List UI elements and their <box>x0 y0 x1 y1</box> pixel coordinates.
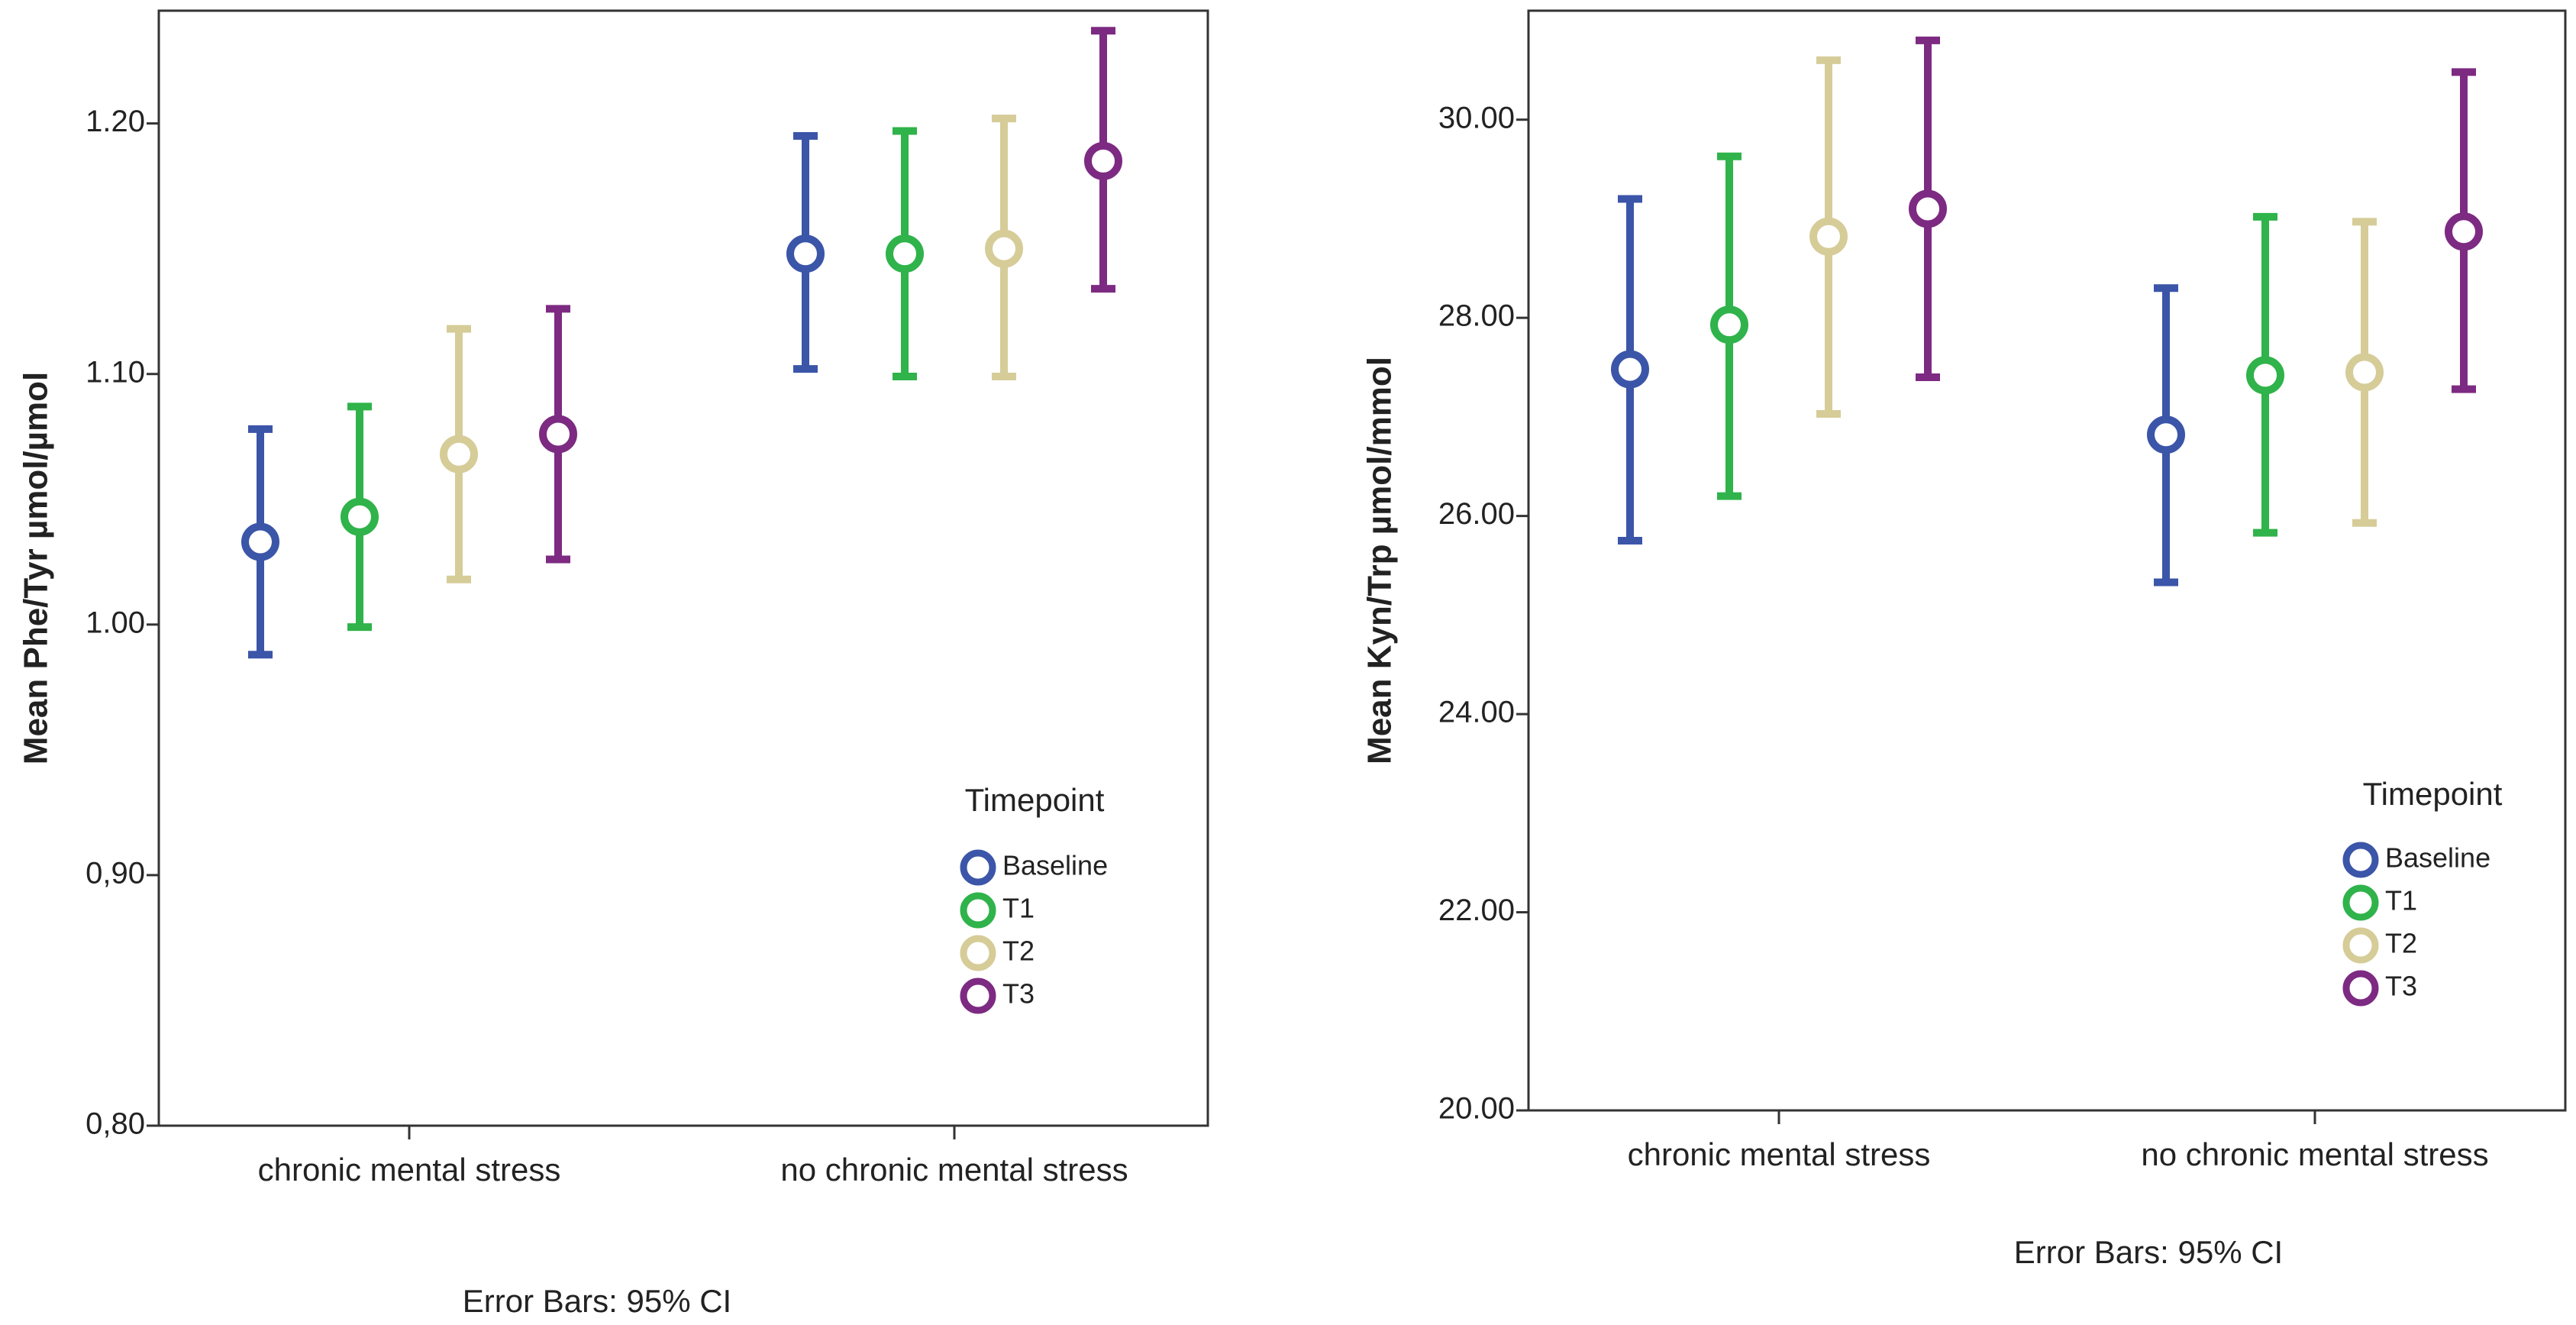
mean-marker <box>2345 353 2384 392</box>
legend-swatch <box>960 892 996 929</box>
errorbar-t3 <box>539 305 577 564</box>
errorbar-baseline <box>786 132 825 373</box>
y-tick-label: 1.20 <box>86 105 145 138</box>
legend-swatch <box>2342 970 2379 1007</box>
mean-marker <box>440 435 478 473</box>
plot-frame <box>157 9 1209 1127</box>
y-axis-title: Mean Kyn/Trp µmol/mmol <box>1361 357 1399 764</box>
plot-frame <box>1527 9 2567 1112</box>
errorbar-t2 <box>985 115 1023 381</box>
legend-swatch <box>2342 927 2379 964</box>
chart-phe-tyr: Mean Phe/Tyr µmol/µmol 0,80 0,90 1.00 1.10 1… <box>18 9 1209 1319</box>
legend-title: Timepoint <box>965 782 1105 818</box>
mean-marker <box>2246 356 2284 395</box>
mean-marker <box>1710 305 1748 344</box>
errorbar-baseline <box>1611 195 1649 545</box>
x-category-label: chronic mental stress <box>1628 1136 1931 1172</box>
mean-marker <box>1809 217 1848 256</box>
legend-entry-label: T3 <box>1002 978 1035 1010</box>
errorbar-t1 <box>341 402 379 632</box>
errorbar-t3 <box>2445 68 2483 393</box>
legend-entry-label: Baseline <box>2385 842 2490 874</box>
y-tick-label: 0,80 <box>86 1107 145 1141</box>
mean-marker <box>1084 141 1122 180</box>
chart-kyn-trp: Mean Kyn/Trp µmol/mmol 20.00 22.00 24.00 26… <box>1361 9 2567 1270</box>
legend-swatch <box>960 978 996 1014</box>
errorbar-t2 <box>2345 218 2384 527</box>
mean-marker <box>985 229 1023 268</box>
errorbar-baseline <box>2147 284 2185 587</box>
mean-marker <box>341 497 379 536</box>
y-tick-label: 20.00 <box>1438 1092 1515 1126</box>
errorbar-t1 <box>1710 152 1748 500</box>
legend-entry-label: Baseline <box>1002 850 1108 881</box>
errorbar-t2 <box>1809 56 1848 418</box>
legend-entry-label: T3 <box>2385 971 2417 1002</box>
mean-marker <box>2445 212 2483 251</box>
legend-entry-label: T1 <box>1002 893 1035 924</box>
mean-marker <box>886 234 924 273</box>
legend-entry-label: T2 <box>2385 928 2417 959</box>
mean-marker <box>241 522 279 561</box>
legend-swatch <box>2342 884 2379 921</box>
mean-marker <box>1611 350 1649 389</box>
x-category-label: no chronic mental stress <box>780 1152 1128 1188</box>
y-axis-ticks: 0,80 0,90 1.00 1.10 1.20 <box>86 105 159 1141</box>
errorbar-baseline <box>241 425 279 659</box>
footer-note: Error Bars: 95% CI <box>463 1283 731 1319</box>
legend-entry-label: T1 <box>2385 885 2417 916</box>
legend-swatch <box>2342 842 2379 878</box>
error-bars <box>241 27 1122 659</box>
errorbar-t1 <box>886 127 924 381</box>
x-category-label: chronic mental stress <box>258 1152 561 1188</box>
errorbar-t3 <box>1909 36 1947 381</box>
y-tick-label: 1.00 <box>86 606 145 639</box>
x-axis-categories: chronic mental stress no chronic mental s… <box>258 1126 1128 1188</box>
legend: Timepoint Baseline T1 T2 T3 <box>960 782 1108 1014</box>
legend: Timepoint Baseline T1 T2 T3 <box>2342 776 2503 1007</box>
footer-note: Error Bars: 95% CI <box>2014 1234 2283 1270</box>
y-tick-label: 22.00 <box>1438 894 1515 927</box>
mean-marker <box>539 415 577 454</box>
legend-swatch <box>960 849 996 886</box>
y-tick-label: 1.10 <box>86 355 145 389</box>
y-tick-label: 24.00 <box>1438 696 1515 729</box>
legend-swatch <box>960 935 996 971</box>
mean-marker <box>1909 189 1947 228</box>
y-tick-label: 30.00 <box>1438 101 1515 134</box>
legend-title: Timepoint <box>2363 776 2503 812</box>
y-tick-label: 28.00 <box>1438 299 1515 333</box>
mean-marker <box>786 234 825 273</box>
errorbar-t3 <box>1084 27 1122 293</box>
errorbar-t1 <box>2246 212 2284 537</box>
errorbar-t2 <box>440 325 478 583</box>
y-axis-ticks: 20.00 22.00 24.00 26.00 28.00 30.00 <box>1438 101 1528 1126</box>
y-tick-label: 0,90 <box>86 856 145 890</box>
y-axis-title: Mean Phe/Tyr µmol/µmol <box>18 372 55 764</box>
error-bars <box>1611 36 2483 587</box>
mean-marker <box>2147 415 2185 454</box>
x-axis-categories: chronic mental stress no chronic mental s… <box>1628 1110 2489 1172</box>
y-tick-label: 26.00 <box>1438 497 1515 531</box>
legend-entry-label: T2 <box>1002 936 1035 967</box>
x-category-label: no chronic mental stress <box>2141 1136 2488 1172</box>
